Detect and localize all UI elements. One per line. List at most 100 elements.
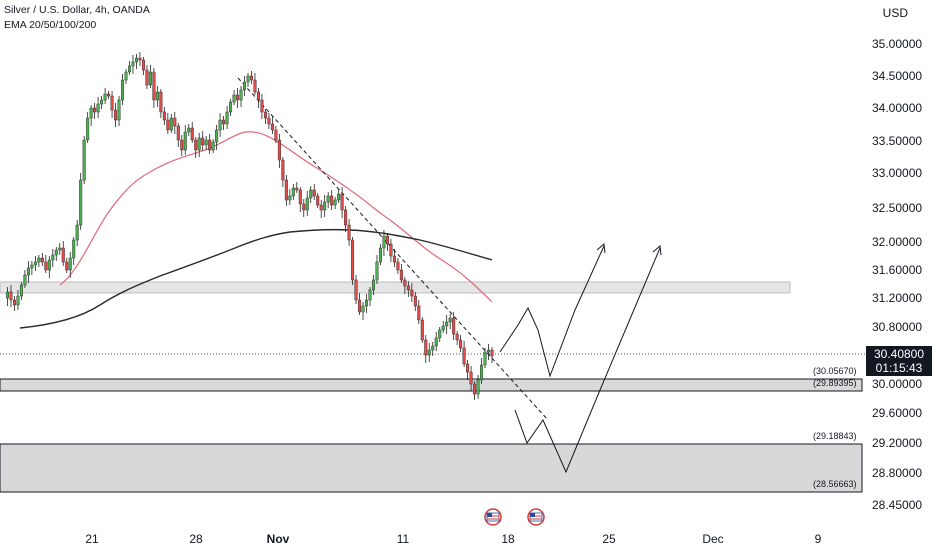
candle-body[interactable] [138,57,142,61]
candle-body[interactable] [406,285,410,291]
candle-body[interactable] [72,239,76,259]
candle-body[interactable] [159,91,163,113]
candle-body[interactable] [385,235,389,245]
candle-body[interactable] [354,279,358,301]
candle-body[interactable] [155,91,159,101]
candle-body[interactable] [239,89,243,101]
candle-body[interactable] [82,139,86,181]
candle-body[interactable] [23,274,27,286]
candle-body[interactable] [246,75,250,83]
candle-body[interactable] [368,289,372,301]
candle-body[interactable] [316,195,320,206]
candle-body[interactable] [281,159,285,181]
candle-body[interactable] [490,349,494,357]
candle-body[interactable] [65,261,69,271]
candle-body[interactable] [9,291,13,301]
candle-body[interactable] [399,269,403,281]
candle-body[interactable] [413,295,417,307]
candle-body[interactable] [100,99,104,105]
candle-body[interactable] [194,139,198,151]
candle-body[interactable] [375,261,379,281]
candle-body[interactable] [183,131,187,151]
us-flag-event-icon[interactable] [527,508,545,526]
candle-body[interactable] [121,79,125,101]
candle-body[interactable] [107,93,111,97]
candle-body[interactable] [256,91,260,101]
candle-body[interactable] [204,139,208,146]
candle-body[interactable] [124,71,128,81]
support-zone-near[interactable] [0,378,863,392]
candle-body[interactable] [208,139,212,151]
candle-body[interactable] [267,117,271,125]
candle-body[interactable] [476,379,480,395]
candle-body[interactable] [229,101,233,113]
candle-body[interactable] [263,111,267,119]
candle-body[interactable] [37,257,41,263]
candle-body[interactable] [459,339,463,349]
candle-body[interactable] [211,141,215,151]
candle-body[interactable] [417,305,421,321]
candle-body[interactable] [284,179,288,201]
candle-body[interactable] [215,129,219,143]
candle-body[interactable] [180,139,184,151]
candle-body[interactable] [337,193,341,201]
candle-body[interactable] [176,125,180,141]
support-zone-deep[interactable] [0,443,863,493]
current-price-tag[interactable]: 30.40800 01:15:43 [866,346,932,376]
candle-body[interactable] [166,119,170,131]
candle-body[interactable] [253,79,257,93]
candle-body[interactable] [305,197,309,211]
candle-body[interactable] [291,187,295,197]
candle-body[interactable] [162,111,166,121]
candle-body[interactable] [26,267,30,276]
candle-body[interactable] [86,117,90,141]
candle-body[interactable] [75,224,79,241]
candle-body[interactable] [330,195,334,206]
time-axis[interactable]: 21 28 Nov 11 18 25 Dec 9 [85,532,821,546]
candle-body[interactable] [243,81,247,91]
candle-body[interactable] [236,94,240,101]
candle-body[interactable] [61,247,65,263]
candle-body[interactable] [438,329,442,339]
candle-body[interactable] [403,279,407,287]
candle-body[interactable] [389,243,393,257]
candle-body[interactable] [187,127,191,133]
candle-body[interactable] [309,189,313,199]
candle-body[interactable] [480,364,484,381]
projection-path-1[interactable] [499,245,605,378]
candle-body[interactable] [427,349,431,356]
projection-path-2[interactable] [514,247,661,474]
candle-body[interactable] [298,189,302,205]
candle-body[interactable] [396,261,400,271]
candle-body[interactable] [260,99,264,113]
candle-body[interactable] [333,199,337,206]
candle-body[interactable] [103,93,107,101]
candle-body[interactable] [117,99,121,121]
candle-body[interactable] [127,65,131,73]
candle-body[interactable] [312,189,316,197]
candle-body[interactable] [201,137,205,146]
candle-body[interactable] [197,137,201,151]
candle-body[interactable] [19,284,23,297]
candle-body[interactable] [431,345,435,351]
candle-body[interactable] [420,319,424,341]
candle-body[interactable] [131,61,135,67]
candle-body[interactable] [351,239,355,281]
candle-body[interactable] [441,325,445,331]
candle-body[interactable] [190,127,194,141]
candle-body[interactable] [58,247,62,251]
candle-body[interactable] [96,103,100,113]
candle-body[interactable] [89,107,93,119]
candle-body[interactable] [434,337,438,347]
candle-body[interactable] [473,383,477,395]
candle-body[interactable] [173,117,177,127]
candle-body[interactable] [79,179,83,226]
candle-body[interactable] [462,347,466,365]
candle-body[interactable] [302,203,306,211]
candle-body[interactable] [487,349,491,353]
candle-body[interactable] [448,317,452,323]
candle-body[interactable] [483,351,487,366]
candle-body[interactable] [222,119,226,125]
candle-body[interactable] [47,259,51,271]
